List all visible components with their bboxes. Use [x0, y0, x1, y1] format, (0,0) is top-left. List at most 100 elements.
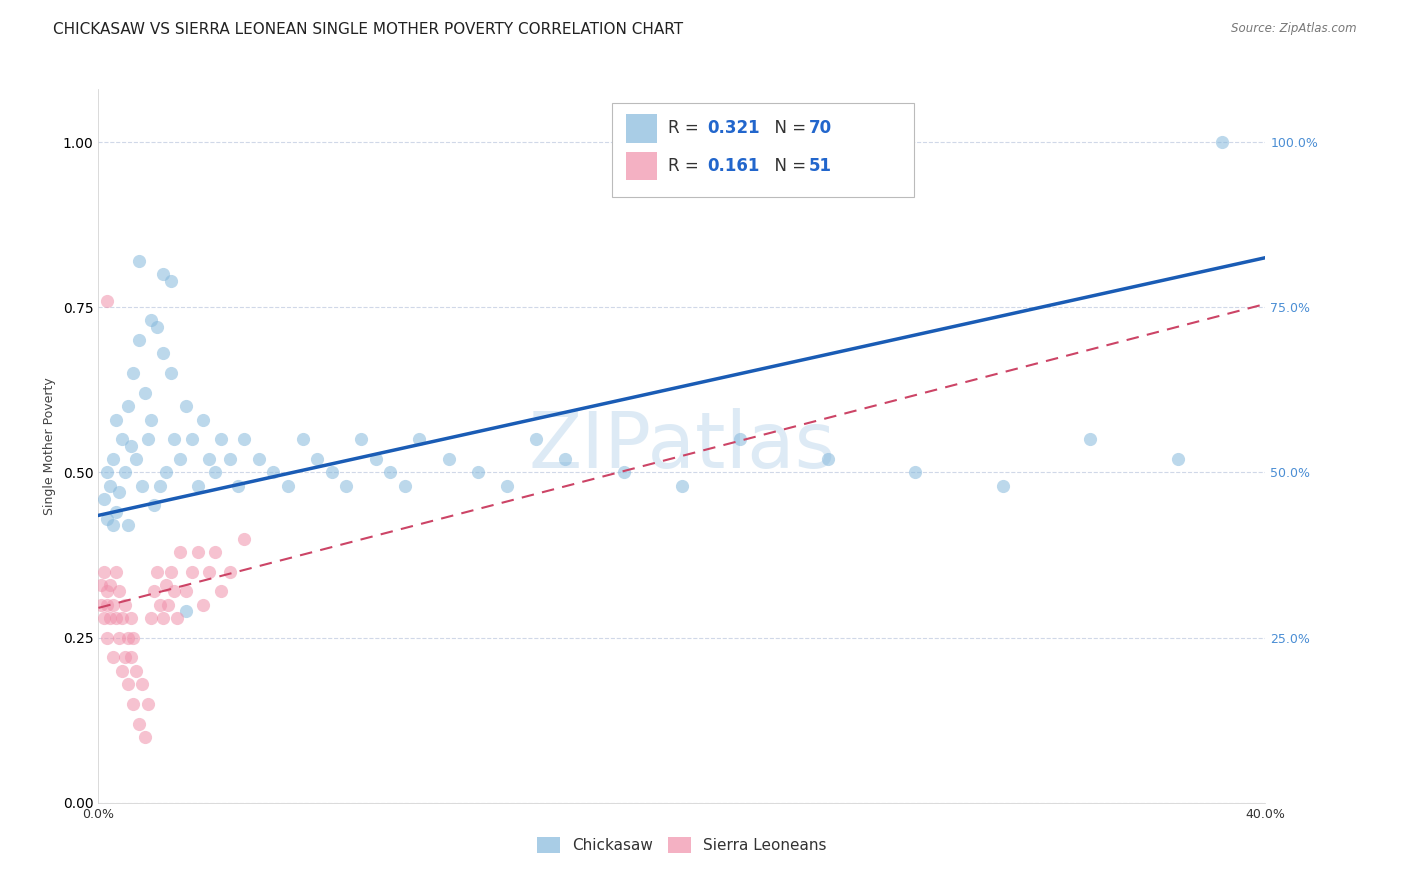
Point — [187, 545, 209, 559]
Text: 0.161: 0.161 — [707, 157, 759, 175]
Point — [104, 412, 127, 426]
Text: N =: N = — [763, 120, 811, 137]
Point — [120, 650, 142, 665]
Point — [496, 478, 519, 492]
Point — [139, 313, 162, 327]
Point — [96, 631, 118, 645]
Point — [93, 611, 115, 625]
Point — [904, 466, 927, 480]
Point — [524, 433, 547, 447]
Point — [125, 664, 148, 678]
Text: R =: R = — [668, 120, 704, 137]
Text: Source: ZipAtlas.com: Source: ZipAtlas.com — [1232, 22, 1357, 36]
Point — [134, 730, 156, 744]
Text: 70: 70 — [808, 120, 832, 137]
Point — [111, 611, 134, 625]
Point — [554, 452, 576, 467]
Point — [96, 466, 118, 480]
Point — [228, 478, 250, 492]
Point — [142, 499, 165, 513]
Point — [991, 478, 1014, 492]
Point — [134, 386, 156, 401]
Text: 51: 51 — [808, 157, 832, 175]
Point — [93, 565, 115, 579]
Point — [114, 650, 136, 665]
Point — [131, 677, 153, 691]
Point — [321, 466, 343, 480]
Point — [108, 631, 131, 645]
Point — [149, 598, 172, 612]
Point — [335, 478, 357, 492]
Point — [163, 433, 186, 447]
Point — [155, 466, 177, 480]
Point — [128, 254, 150, 268]
Point — [96, 293, 118, 308]
Point — [96, 511, 118, 525]
Point — [247, 452, 270, 467]
Point — [155, 578, 177, 592]
Point — [152, 346, 174, 360]
Point — [169, 545, 191, 559]
Text: N =: N = — [763, 157, 811, 175]
Point — [139, 412, 162, 426]
Point — [98, 578, 121, 592]
Point — [117, 631, 139, 645]
Point — [467, 466, 489, 480]
Point — [101, 518, 124, 533]
Point — [163, 584, 186, 599]
Point — [169, 452, 191, 467]
Point — [101, 598, 124, 612]
Point — [174, 604, 197, 618]
Point — [146, 565, 169, 579]
Point — [209, 584, 232, 599]
Point — [1211, 135, 1233, 149]
Point — [198, 565, 221, 579]
Point — [98, 478, 121, 492]
Point — [307, 452, 329, 467]
Point — [204, 466, 226, 480]
Point — [233, 433, 256, 447]
Point — [90, 598, 112, 612]
Point — [437, 452, 460, 467]
Point — [1080, 433, 1102, 447]
Point — [90, 578, 112, 592]
Point — [198, 452, 221, 467]
Point — [350, 433, 373, 447]
Point — [204, 545, 226, 559]
Point — [193, 598, 215, 612]
Point — [122, 697, 145, 711]
Point — [1167, 452, 1189, 467]
Point — [262, 466, 284, 480]
Point — [139, 611, 162, 625]
Point — [142, 584, 165, 599]
Point — [160, 367, 183, 381]
Point — [131, 478, 153, 492]
Point — [98, 611, 121, 625]
Point — [101, 452, 124, 467]
Point — [108, 485, 131, 500]
Point — [149, 478, 172, 492]
Text: R =: R = — [668, 157, 704, 175]
Point — [218, 452, 240, 467]
Point — [104, 565, 127, 579]
Point — [380, 466, 402, 480]
Text: ZIPatlas: ZIPatlas — [529, 408, 835, 484]
Point — [120, 611, 142, 625]
Point — [408, 433, 430, 447]
Text: CHICKASAW VS SIERRA LEONEAN SINGLE MOTHER POVERTY CORRELATION CHART: CHICKASAW VS SIERRA LEONEAN SINGLE MOTHE… — [53, 22, 683, 37]
Point — [291, 433, 314, 447]
Point — [111, 433, 134, 447]
Point — [96, 584, 118, 599]
Point — [364, 452, 387, 467]
Point — [146, 320, 169, 334]
Point — [117, 400, 139, 414]
Point — [117, 518, 139, 533]
Point — [730, 433, 752, 447]
Point — [209, 433, 232, 447]
Point — [160, 274, 183, 288]
Point — [174, 400, 197, 414]
Point — [277, 478, 299, 492]
Point — [180, 565, 202, 579]
Point — [111, 664, 134, 678]
Point — [152, 611, 174, 625]
